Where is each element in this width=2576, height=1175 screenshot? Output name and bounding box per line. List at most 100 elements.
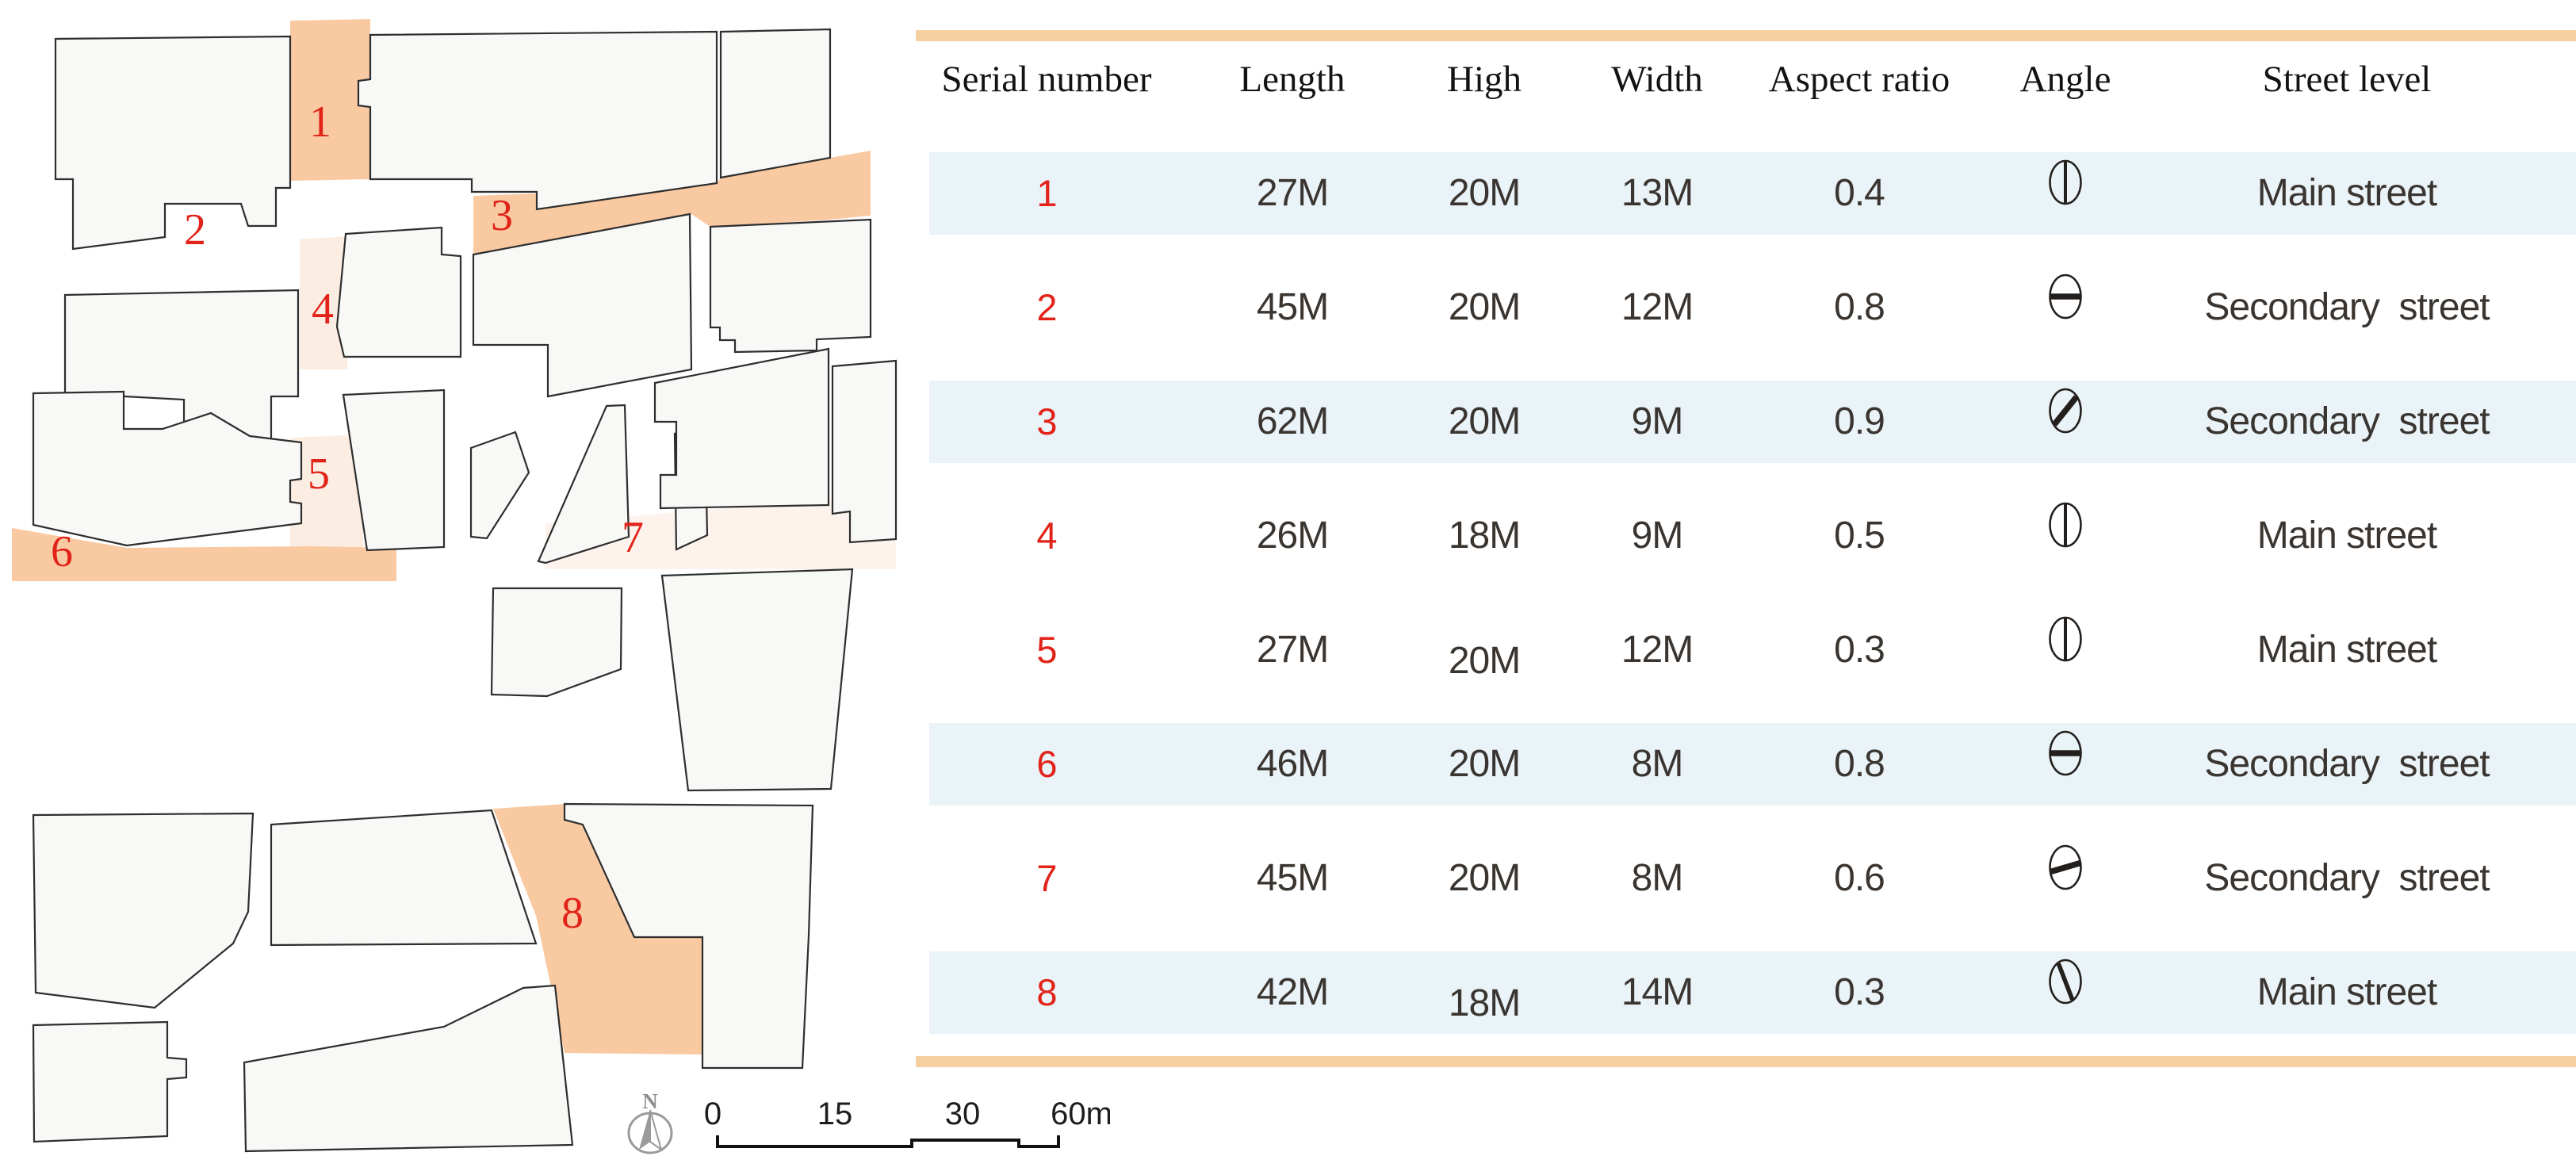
street-area-6	[12, 528, 396, 581]
width-cell-row-5: 12M	[1621, 629, 1694, 671]
street-area-1	[290, 19, 370, 181]
street-number-label-2: 2	[184, 205, 206, 255]
serial-cell-row-4: 4	[1036, 515, 1057, 557]
street-area-4	[300, 236, 347, 369]
high-cell-row-6: 20M	[1448, 743, 1521, 785]
column-header-high: High	[1447, 59, 1521, 100]
aspect_ratio-cell-row-3: 0.9	[1834, 400, 1885, 442]
column-header-length: Length	[1239, 59, 1345, 100]
street_level-cell-row-1: Main street	[2256, 172, 2437, 214]
aspect_ratio-cell-row-5: 0.3	[1834, 629, 1885, 671]
street-area-5	[290, 434, 363, 549]
street-number-label-5: 5	[308, 450, 330, 499]
width-cell-row-1: 13M	[1621, 172, 1694, 214]
compass-north-letter: N	[642, 1089, 658, 1113]
street-number-label-8: 8	[561, 889, 584, 938]
vertical-line-in-circle	[2049, 616, 2082, 662]
aspect_ratio-cell-row-7: 0.6	[1834, 857, 1885, 899]
serial-cell-row-5: 5	[1036, 629, 1057, 671]
aspect_ratio-cell-row-1: 0.4	[1834, 172, 1885, 214]
length-cell-row-2: 45M	[1256, 286, 1329, 328]
high-cell-row-4: 18M	[1448, 515, 1521, 557]
street-area-7	[545, 498, 896, 569]
row-stripe	[929, 951, 2576, 1034]
street-number-label-4: 4	[312, 285, 334, 334]
street_level-cell-row-5: Main street	[2256, 629, 2437, 671]
street_level-cell-row-3: Secondary street	[2204, 400, 2490, 442]
aspect_ratio-cell-row-4: 0.5	[1834, 515, 1885, 557]
high-cell-row-2: 20M	[1448, 286, 1521, 328]
scale-bar: 0 15 30 60m	[704, 1097, 1110, 1148]
building-block-15	[490, 587, 623, 698]
length-cell-row-8: 42M	[1256, 971, 1329, 1013]
high-cell-row-3: 20M	[1448, 400, 1521, 442]
row-stripe	[929, 381, 2576, 463]
vertical-line-in-circle	[2049, 502, 2082, 548]
length-cell-row-4: 26M	[1256, 515, 1329, 557]
diagonal-up-line-in-circle	[2049, 388, 2082, 434]
building-block-17	[32, 812, 255, 1009]
scale-tick-label: 0	[704, 1097, 722, 1131]
column-header-street_level: Street level	[2262, 59, 2432, 100]
street-number-label-6: 6	[51, 527, 73, 576]
building-block-1	[54, 35, 292, 251]
high-cell-row-5: 20M	[1448, 640, 1521, 682]
length-cell-row-7: 45M	[1256, 857, 1329, 899]
building-block-3	[719, 28, 832, 179]
street-area-3	[473, 151, 871, 255]
building-block-18	[270, 809, 538, 947]
serial-cell-row-7: 7	[1036, 857, 1057, 899]
table-top-rule	[916, 30, 2576, 41]
table-bottom-rule	[916, 1056, 2576, 1067]
angle-cell-row-8	[2043, 958, 2088, 1005]
angle-cell-row-1	[2043, 159, 2088, 206]
angle-cell-row-3	[2043, 387, 2088, 434]
building-block-11	[537, 404, 630, 565]
street_level-cell-row-8: Main street	[2256, 971, 2437, 1013]
horizontal-line-in-circle	[2049, 274, 2082, 320]
street-area-8	[493, 804, 702, 1054]
row-stripe	[929, 723, 2576, 806]
serial-cell-row-6: 6	[1036, 743, 1057, 785]
length-cell-row-1: 27M	[1256, 172, 1329, 214]
building-block-2	[357, 30, 718, 211]
angle-cell-row-5	[2043, 615, 2088, 663]
angle-cell-row-2	[2043, 273, 2088, 320]
scale-tick-label: 60m	[1051, 1097, 1110, 1131]
building-block-5	[335, 226, 462, 358]
width-cell-row-3: 9M	[1631, 400, 1684, 442]
street_level-cell-row-4: Main street	[2256, 515, 2437, 557]
building-block-20	[32, 1020, 188, 1143]
width-cell-row-8: 14M	[1621, 971, 1694, 1013]
angle-cell-row-7	[2043, 844, 2088, 891]
column-header-angle: Angle	[2019, 59, 2111, 100]
building-block-9	[342, 388, 446, 552]
building-block-21	[243, 984, 574, 1153]
vertical-line-in-circle	[2049, 159, 2082, 205]
length-cell-row-5: 27M	[1256, 629, 1329, 671]
street-number-label-1: 1	[309, 98, 331, 147]
angle-cell-row-4	[2043, 501, 2088, 549]
serial-cell-row-1: 1	[1036, 172, 1057, 214]
high-cell-row-1: 20M	[1448, 172, 1521, 214]
high-cell-row-8: 18M	[1448, 982, 1521, 1024]
building-block-4	[709, 218, 872, 354]
width-cell-row-7: 8M	[1631, 857, 1684, 899]
angle-cell-row-6	[2043, 729, 2088, 777]
street_level-cell-row-2: Secondary street	[2204, 286, 2490, 328]
length-cell-row-6: 46M	[1256, 743, 1329, 785]
building-block-13	[653, 347, 830, 510]
building-block-16	[660, 568, 854, 792]
building-block-19	[563, 802, 814, 1070]
aspect_ratio-cell-row-2: 0.8	[1834, 286, 1885, 328]
width-cell-row-2: 12M	[1621, 286, 1694, 328]
building-block-8	[32, 390, 303, 547]
row-stripe	[929, 152, 2576, 235]
aspect_ratio-cell-row-6: 0.8	[1834, 743, 1885, 785]
column-header-aspect_ratio: Aspect ratio	[1768, 59, 1950, 100]
building-block-10	[469, 431, 530, 540]
scale-tick-label: 15	[817, 1097, 853, 1131]
slight-diagonal-line-in-circle	[2049, 844, 2082, 890]
high-cell-row-7: 20M	[1448, 857, 1521, 899]
